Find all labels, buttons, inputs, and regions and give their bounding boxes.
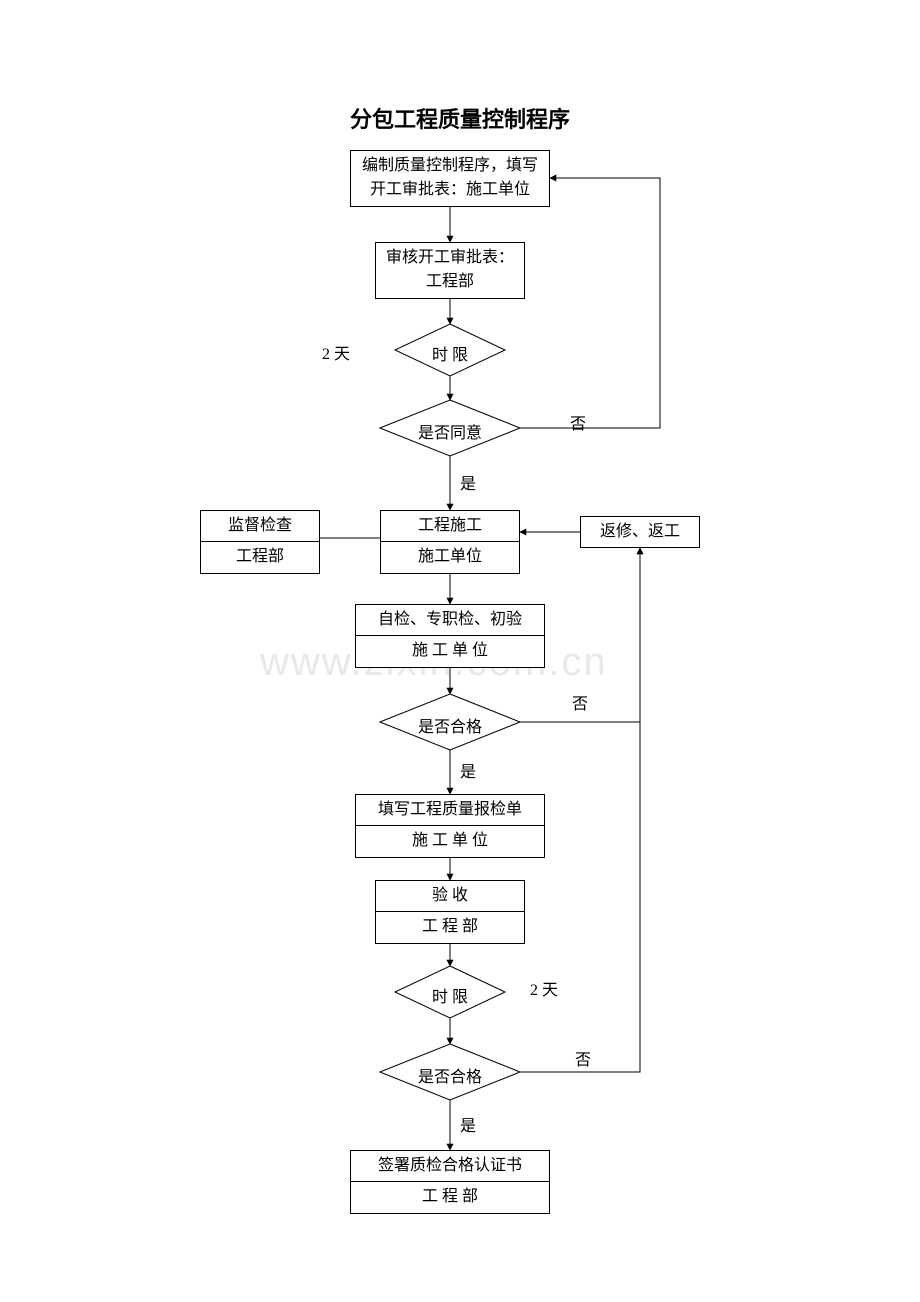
node-supervise: 监督检查 工程部 xyxy=(200,510,320,574)
diamond-label-agree: 是否同意 xyxy=(415,419,485,443)
node-top: 签署质检合格认证书 xyxy=(351,1151,549,1181)
node-top: 填写工程质量报检单 xyxy=(356,795,544,825)
node-bottom: 施 工 单 位 xyxy=(356,635,544,666)
node-text: 返修、返工 xyxy=(581,517,699,547)
node-rework: 返修、返工 xyxy=(580,516,700,548)
page-title: 分包工程质量控制程序 xyxy=(0,102,920,134)
node-selfcheck: 自检、专职检、初验 施 工 单 位 xyxy=(355,604,545,668)
diamond-label-qualified-1: 是否合格 xyxy=(415,713,485,737)
node-start: 编制质量控制程序，填写 开工审批表：施工单位 xyxy=(350,150,550,207)
node-accept: 验 收 工 程 部 xyxy=(375,880,525,944)
node-text: 开工审批表：施工单位 xyxy=(351,175,549,205)
node-bottom: 工程部 xyxy=(201,541,319,572)
node-text: 工程部 xyxy=(376,267,524,297)
label-no-a: 否 xyxy=(570,410,586,434)
node-bottom: 工 程 部 xyxy=(351,1181,549,1212)
node-top: 自检、专职检、初验 xyxy=(356,605,544,635)
label-no-b: 否 xyxy=(572,690,588,714)
label-yes-a: 是 xyxy=(460,470,476,494)
label-2day-b: 2 天 xyxy=(530,976,558,1000)
label-yes-b: 是 xyxy=(460,758,476,782)
label-yes-c: 是 xyxy=(460,1112,476,1136)
diamond-label-timelimit-1: 时 限 xyxy=(420,341,480,365)
node-construction: 工程施工 施工单位 xyxy=(380,510,520,574)
node-sign: 签署质检合格认证书 工 程 部 xyxy=(350,1150,550,1214)
node-top: 验 收 xyxy=(376,881,524,911)
diamond-label-timelimit-2: 时 限 xyxy=(420,983,480,1007)
diamond-label-qualified-2: 是否合格 xyxy=(415,1063,485,1087)
node-review: 审核开工审批表： 工程部 xyxy=(375,242,525,299)
node-fillform: 填写工程质量报检单 施 工 单 位 xyxy=(355,794,545,858)
node-bottom: 施工单位 xyxy=(381,541,519,572)
label-no-c: 否 xyxy=(575,1046,591,1070)
node-text: 编制质量控制程序，填写 xyxy=(351,151,549,181)
node-top: 工程施工 xyxy=(381,511,519,541)
node-text: 审核开工审批表： xyxy=(376,243,524,273)
node-bottom: 工 程 部 xyxy=(376,911,524,942)
node-bottom: 施 工 单 位 xyxy=(356,825,544,856)
label-2day-a: 2 天 xyxy=(322,340,350,364)
node-top: 监督检查 xyxy=(201,511,319,541)
